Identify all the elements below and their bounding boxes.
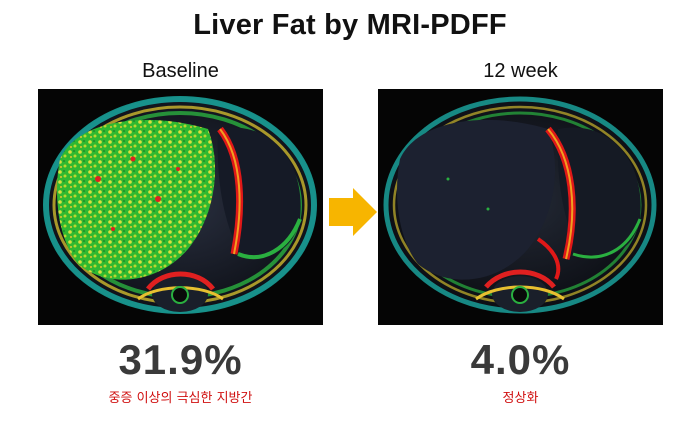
baseline-mri-image xyxy=(38,89,323,325)
week12-mri-image xyxy=(378,89,663,325)
page-title: Liver Fat by MRI-PDFF xyxy=(193,9,507,41)
baseline-label: Baseline xyxy=(142,60,219,82)
week12-note: 정상화 xyxy=(502,391,539,406)
arrow-right-icon xyxy=(329,188,377,236)
baseline-fat-value: 31.9% xyxy=(118,336,243,383)
week12-fat-value: 4.0% xyxy=(470,336,571,383)
week12-label: 12 week xyxy=(483,60,558,82)
baseline-note: 중증 이상의 극심한 지방간 xyxy=(108,391,253,406)
